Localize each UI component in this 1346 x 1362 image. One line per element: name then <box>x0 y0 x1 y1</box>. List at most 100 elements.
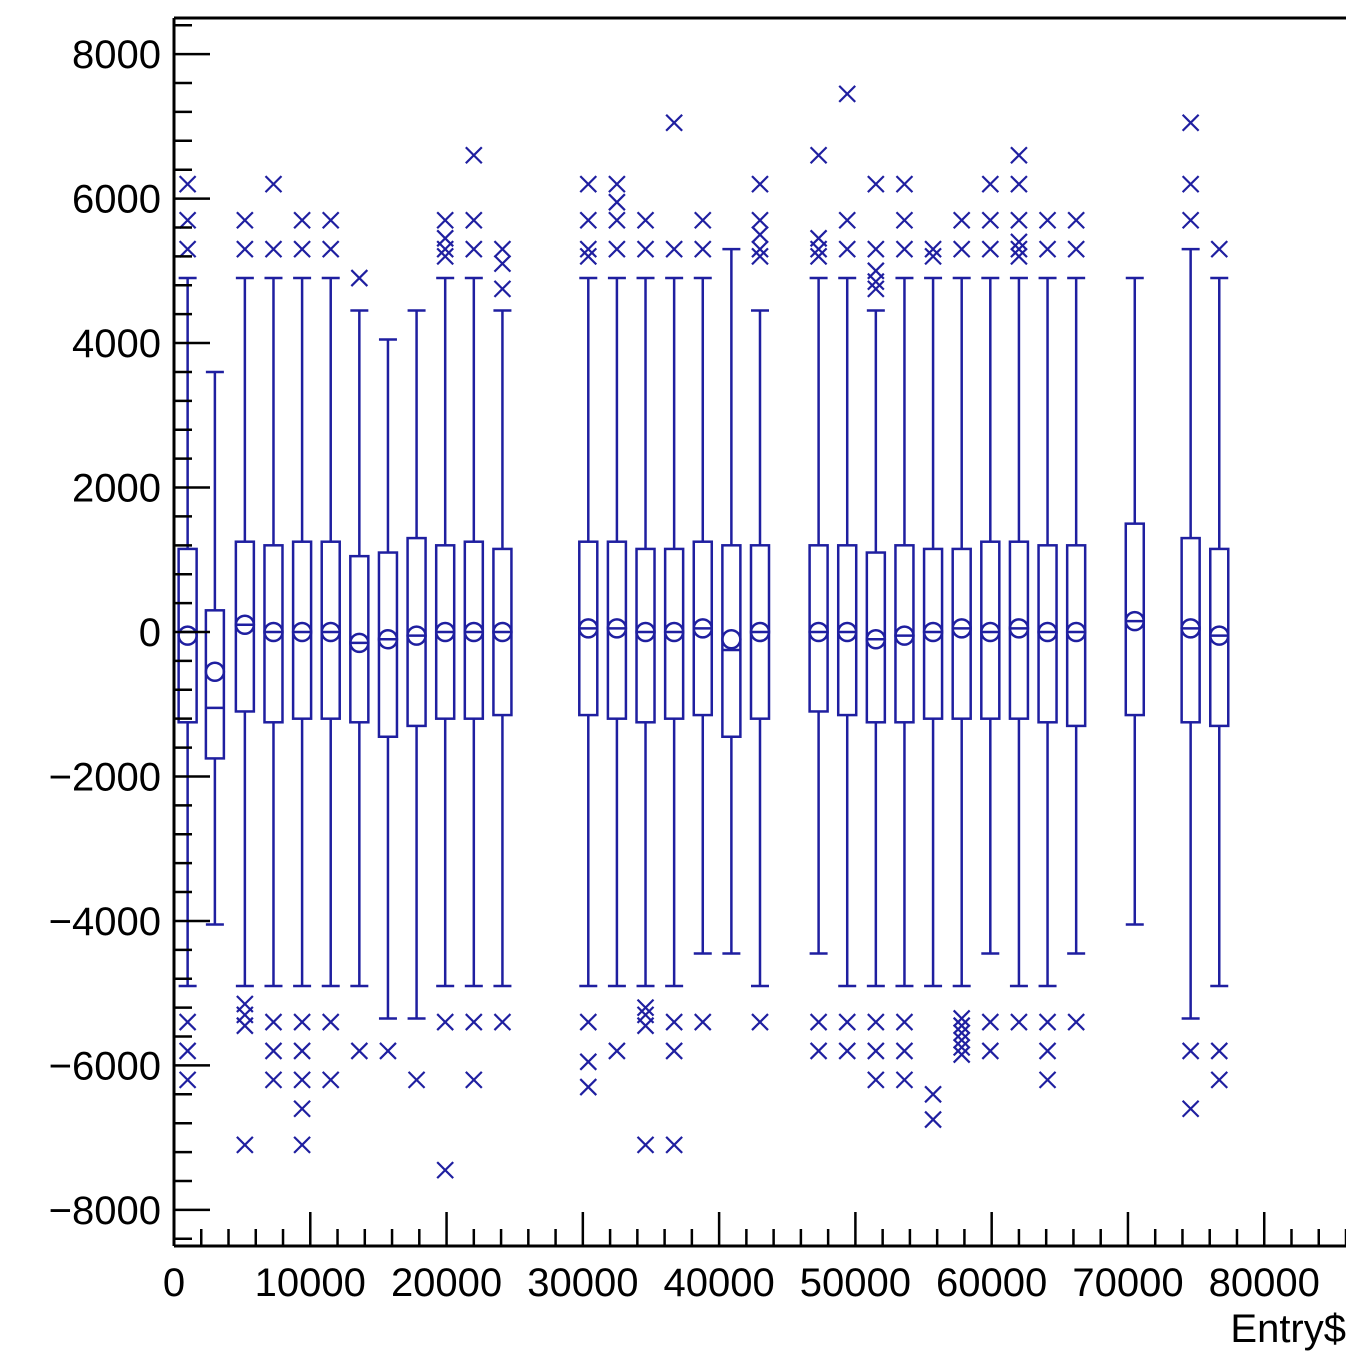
y-axis-ticks: −8000 −6000 −4000 −2000 0 2000 4000 6000 8000 <box>49 23 210 1241</box>
outlier-stroke <box>751 175 769 193</box>
outlier-marker <box>1181 211 1200 230</box>
box-9 <box>406 309 427 1089</box>
x-tick-label: 40000 <box>663 1261 774 1305</box>
outlier-marker <box>895 240 914 258</box>
outlier-stroke <box>493 280 512 298</box>
outlier-stroke <box>436 240 454 258</box>
outlier-stroke <box>1010 240 1028 258</box>
outlier-marker <box>867 240 885 258</box>
outlier-stroke <box>952 1024 971 1042</box>
outlier-stroke <box>636 1136 655 1154</box>
box-iqr <box>377 551 399 738</box>
outlier-marker <box>436 247 454 266</box>
outlier-stroke <box>321 1013 340 1031</box>
outlier-stroke <box>579 1053 598 1071</box>
outlier-stroke <box>1181 211 1200 230</box>
outlier-marker <box>579 1053 598 1071</box>
outlier-marker <box>608 211 626 230</box>
outlier-marker <box>379 1042 397 1060</box>
outlier-stroke <box>1010 211 1028 230</box>
outlier-marker <box>579 1078 598 1096</box>
x-tick-label: 60000 <box>936 1261 1047 1305</box>
outlier-stroke <box>838 85 856 103</box>
mean-marker <box>894 625 915 646</box>
outlier-stroke <box>321 240 340 258</box>
outlier-marker <box>1210 1042 1229 1060</box>
outlier-marker <box>493 240 512 258</box>
outlier-marker <box>952 1009 971 1028</box>
outlier-marker <box>867 1071 885 1089</box>
outlier-stroke <box>436 247 454 266</box>
outlier-marker <box>867 280 885 298</box>
box-3 <box>234 211 256 1154</box>
box-11 <box>463 146 485 1089</box>
outlier-marker <box>1038 240 1057 258</box>
outlier-marker <box>952 211 971 230</box>
outlier-stroke <box>1067 211 1085 230</box>
outlier-stroke <box>1038 1013 1057 1031</box>
y-tick-label: −2000 <box>49 755 161 799</box>
outlier-marker <box>436 211 454 230</box>
outlier-stroke <box>751 1013 769 1031</box>
outlier-stroke <box>1067 240 1085 258</box>
outlier-stroke <box>493 1013 512 1031</box>
box-4 <box>263 175 284 1089</box>
box-16 <box>663 113 685 1154</box>
outlier-stroke <box>952 1031 971 1049</box>
mean-marker <box>349 632 370 654</box>
y-tick-label: 8000 <box>72 33 161 77</box>
outlier-marker <box>867 1013 885 1031</box>
outlier-stroke <box>952 1045 971 1064</box>
box-8 <box>377 338 399 1060</box>
outlier-stroke <box>838 211 856 230</box>
outlier-marker <box>465 1013 483 1031</box>
outlier-stroke <box>1210 1042 1229 1060</box>
outlier-marker <box>178 1071 197 1089</box>
outlier-stroke <box>608 175 626 193</box>
outlier-marker <box>465 1071 483 1089</box>
outlier-stroke <box>321 1071 340 1089</box>
outlier-marker <box>952 1016 971 1035</box>
mean-marker <box>1037 621 1058 643</box>
mean-marker <box>1008 618 1030 639</box>
x-tick-label: 0 <box>163 1261 185 1305</box>
outlier-marker <box>293 1042 311 1060</box>
outlier-marker <box>293 1071 311 1089</box>
outlier-stroke <box>436 211 454 230</box>
outlier-marker <box>952 1024 971 1042</box>
outlier-marker <box>436 1013 454 1031</box>
x-axis-title: Entry$ <box>1230 1307 1346 1351</box>
outlier-marker <box>924 240 942 258</box>
mean-marker <box>980 621 1001 643</box>
outlier-marker <box>1067 1013 1085 1031</box>
outlier-stroke <box>293 1042 311 1060</box>
mean-marker <box>808 621 829 643</box>
outlier-stroke <box>952 1009 971 1028</box>
mean-marker <box>406 625 427 646</box>
box-23 <box>894 175 915 1089</box>
outlier-stroke <box>436 1161 454 1179</box>
outlier-stroke <box>981 1013 1000 1031</box>
outlier-stroke <box>924 1110 942 1129</box>
outlier-stroke <box>751 225 769 244</box>
outlier-stroke <box>1010 1013 1028 1031</box>
mean-marker <box>291 621 313 643</box>
mean-marker <box>951 618 972 639</box>
mean-marker <box>606 618 628 639</box>
outlier-stroke <box>608 240 626 258</box>
outlier-marker <box>1038 1071 1057 1089</box>
box-17 <box>692 211 714 1031</box>
outlier-stroke <box>981 240 1000 258</box>
outlier-marker <box>751 175 769 193</box>
outlier-stroke <box>665 240 683 258</box>
outlier-marker <box>321 211 340 230</box>
outlier-stroke <box>809 1013 828 1031</box>
outlier-marker <box>636 1136 655 1154</box>
outlier-stroke <box>838 240 856 258</box>
outlier-marker <box>952 240 971 258</box>
outlier-marker <box>751 247 769 266</box>
outlier-stroke <box>838 1042 856 1060</box>
outlier-marker <box>952 1038 971 1057</box>
mean-marker <box>263 621 284 643</box>
outlier-marker <box>1010 1013 1028 1031</box>
